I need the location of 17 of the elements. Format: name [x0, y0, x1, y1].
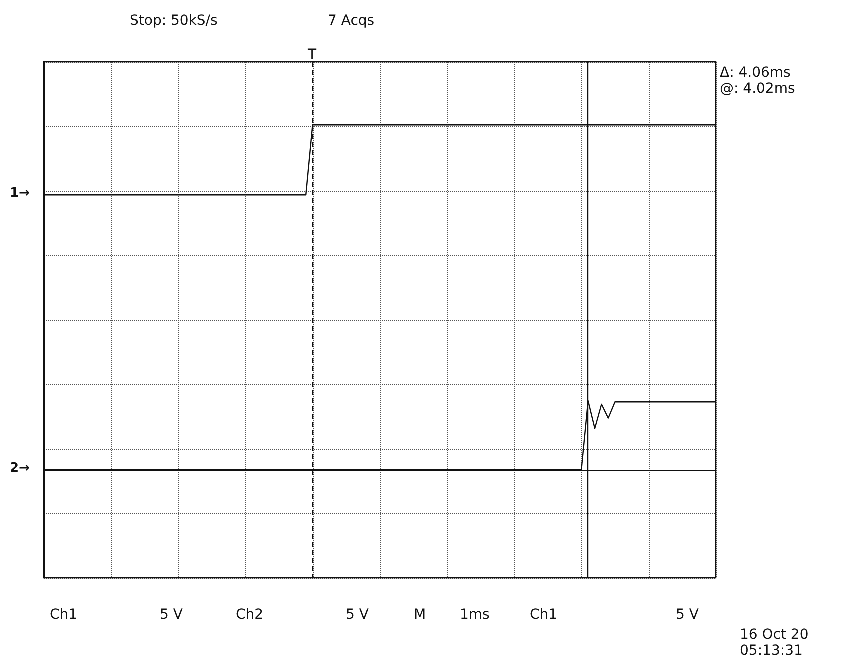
- text: 16 Oct 20: [740, 627, 809, 643]
- text: 5 V: [676, 607, 700, 623]
- text: M: [414, 607, 426, 623]
- series-label: 2→: [10, 461, 30, 476]
- series-label: 1→: [10, 186, 30, 202]
- text: Ch1: [50, 607, 78, 623]
- text: @: 4.02ms: [720, 81, 796, 97]
- text: Ch2: [236, 607, 264, 623]
- text: 7 Acqs: [328, 13, 375, 29]
- text: Stop: 50kS/s: [130, 13, 218, 29]
- text: T: [307, 47, 317, 63]
- text: 05:13:31: [740, 643, 803, 659]
- text: Δ: 4.06ms: [720, 65, 791, 81]
- text: 1ms: [460, 607, 490, 623]
- text: 5 V: [160, 607, 184, 623]
- text: Ch1: [530, 607, 558, 623]
- text: 5 V: [346, 607, 370, 623]
